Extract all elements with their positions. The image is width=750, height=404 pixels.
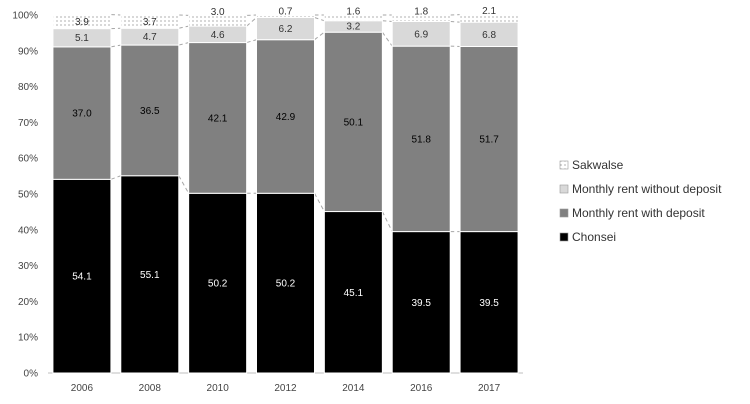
data-label: 0.7 (279, 7, 293, 18)
y-tick-label: 50% (18, 190, 38, 201)
bar-segment-sakwalse (323, 14, 383, 22)
x-tick-label: 2008 (139, 383, 162, 394)
legend-label: Monthly rent without deposit (572, 182, 722, 196)
bar-segment-chonsei (120, 175, 180, 374)
bars (52, 14, 519, 374)
connector-line (450, 20, 461, 23)
bar-segment-sakwalse (459, 14, 519, 23)
connector-line (381, 211, 393, 232)
bar-segment-monthly-rent-with-deposit (256, 39, 315, 194)
connector-line (178, 42, 189, 46)
x-tick-label: 2010 (207, 383, 230, 394)
data-label: 36.5 (140, 106, 160, 117)
bar-segment-chonsei (188, 192, 248, 374)
legend: Sakwalse Monthly rent without deposit Mont… (559, 158, 722, 244)
y-tick-label: 70% (18, 118, 38, 129)
y-tick-label: 100% (12, 11, 38, 22)
bar-segment-sakwalse (120, 14, 180, 29)
x-axis: 2006 2008 2010 2012 2014 2016 2017 (48, 372, 523, 394)
data-label: 6.8 (482, 30, 496, 41)
data-label: 51.8 (411, 134, 431, 145)
legend-label: Chonsei (572, 230, 616, 244)
bar-segment-sakwalse (52, 14, 112, 30)
connector-line (314, 31, 325, 41)
data-label: 42.1 (208, 113, 228, 124)
bar-segment-monthly-rent-with-deposit (459, 46, 519, 233)
data-label: 1.8 (414, 7, 428, 18)
bar-segment-chonsei (52, 178, 112, 374)
connector-line (110, 44, 121, 48)
data-label: 42.9 (276, 112, 296, 123)
legend-swatch (559, 208, 569, 218)
bar-segment-monthly-rent-with-deposit (52, 46, 112, 180)
connector-line (314, 17, 325, 22)
data-label: 1.6 (346, 7, 360, 18)
x-tick-label: 2017 (478, 383, 501, 394)
data-label: 39.5 (411, 298, 431, 309)
connector-line (110, 175, 121, 180)
legend-swatch (559, 184, 569, 194)
y-tick-label: 30% (18, 261, 38, 272)
bar-segment-monthly-rent-without-deposit (459, 21, 519, 48)
legend-label: Sakwalse (572, 158, 624, 172)
connector-line (382, 20, 393, 22)
bar-segment-monthly-rent-with-deposit (120, 44, 180, 177)
data-label: 54.1 (72, 272, 92, 283)
series-connector-lines (110, 14, 461, 233)
data-label: 2.1 (482, 6, 496, 17)
data-label: 3.9 (75, 17, 89, 28)
x-tick-label: 2016 (410, 383, 433, 394)
data-label: 50.2 (208, 279, 228, 290)
bar-segment-sakwalse (188, 14, 248, 27)
bar-segment-monthly-rent-with-deposit (188, 42, 248, 194)
data-label: 55.1 (140, 270, 160, 281)
x-tick-label: 2014 (342, 383, 365, 394)
y-tick-label: 0% (24, 369, 39, 380)
data-label: 4.7 (143, 32, 157, 43)
data-label: 4.6 (211, 30, 225, 41)
bar-segment-sakwalse (391, 14, 451, 22)
y-tick-label: 80% (18, 82, 38, 93)
y-tick-label: 10% (18, 333, 38, 344)
y-tick-label: 40% (18, 225, 38, 236)
data-label: 45.1 (344, 288, 364, 299)
bar-segment-chonsei (323, 211, 383, 374)
data-label: 3.2 (346, 22, 360, 33)
bar-segment-chonsei (256, 192, 315, 374)
data-label: 3.0 (211, 7, 225, 18)
connector-line (178, 25, 189, 29)
data-labels: 54.1 37.0 5.1 3.9 55.1 36.5 4.7 3.7 50.2 42.1 4.6 3… (72, 6, 499, 309)
y-tick-label: 90% (18, 46, 38, 57)
bar-segment-sakwalse (256, 14, 315, 19)
data-label: 50.1 (344, 117, 364, 128)
legend-swatch (559, 232, 569, 242)
bar-segment-chonsei (391, 231, 451, 374)
x-tick-label: 2012 (274, 383, 297, 394)
y-axis: 0% 10% 20% 30% 40% 50% 60% 70% 80% 90% 100% (12, 11, 38, 380)
data-label: 5.1 (75, 33, 89, 44)
bar-segment-monthly-rent-with-deposit (323, 31, 383, 213)
y-tick-label: 20% (18, 297, 38, 308)
connector-line (246, 39, 257, 44)
bar-segment-monthly-rent-with-deposit (391, 45, 451, 233)
connector-line (381, 31, 393, 47)
data-label: 37.0 (72, 109, 92, 120)
connector-line (246, 17, 257, 27)
data-label: 50.2 (276, 279, 296, 290)
connector-line (178, 175, 190, 194)
legend-label: Monthly rent with deposit (572, 206, 705, 220)
data-label: 6.2 (279, 24, 293, 35)
legend-swatch (559, 160, 569, 170)
connector-line (314, 193, 325, 212)
data-label: 3.7 (143, 17, 157, 28)
x-tick-label: 2006 (71, 383, 94, 394)
bar-segment-chonsei (459, 231, 519, 374)
data-label: 39.5 (479, 298, 499, 309)
y-tick-label: 60% (18, 154, 38, 165)
data-label: 6.9 (414, 29, 428, 40)
data-label: 51.7 (479, 135, 499, 146)
